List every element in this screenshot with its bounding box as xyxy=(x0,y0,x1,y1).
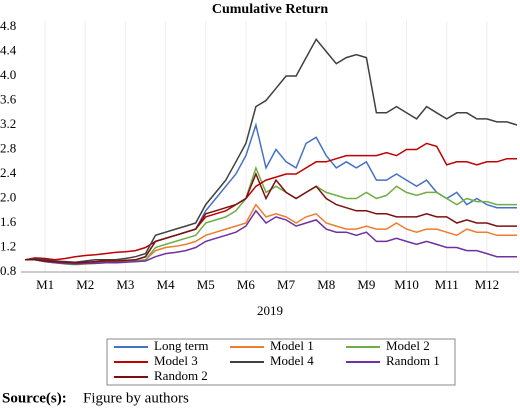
y-tick-label: 1.2 xyxy=(0,238,16,253)
legend-label: Model 3 xyxy=(154,353,198,368)
series-line xyxy=(25,122,517,265)
series-line xyxy=(25,172,517,264)
y-tick-label: 3.2 xyxy=(0,116,16,131)
series-line xyxy=(24,37,518,263)
x-tick-label: M8 xyxy=(317,277,335,292)
y-tick-label: 4.8 xyxy=(0,18,16,33)
series-line xyxy=(25,209,517,265)
x-tick-label: M10 xyxy=(394,277,419,292)
y-tick-label: 0.8 xyxy=(0,263,16,278)
y-tick-label: 2.8 xyxy=(0,140,16,155)
series-line xyxy=(24,142,517,261)
x-tick-label: M11 xyxy=(435,277,459,292)
x-tick-label: M12 xyxy=(475,277,500,292)
legend-label: Model 2 xyxy=(386,338,430,353)
x-tick-label: M4 xyxy=(157,277,176,292)
x-tick-label: M9 xyxy=(357,277,375,292)
source-label: Source(s): xyxy=(2,390,67,406)
x-tick-label: M2 xyxy=(76,277,94,292)
x-tick-label: M1 xyxy=(36,277,54,292)
chart-title: Cumulative Return xyxy=(212,2,328,17)
y-tick-label: 4.0 xyxy=(0,67,16,82)
legend-label: Long term xyxy=(154,338,209,353)
legend-box xyxy=(106,338,456,386)
x-axis-label: 2019 xyxy=(257,303,283,318)
legend-label: Model 4 xyxy=(270,353,314,368)
y-tick-label: 2.0 xyxy=(0,189,16,204)
y-tick-label: 4.4 xyxy=(0,42,17,57)
x-tick-label: M7 xyxy=(277,277,296,292)
y-tick-label: 2.4 xyxy=(0,165,17,180)
y-tick-label: 1.6 xyxy=(0,214,17,229)
source-text: Figure by authors xyxy=(83,390,189,406)
legend-label: Model 1 xyxy=(270,338,314,353)
y-tick-label: 3.6 xyxy=(0,91,17,106)
x-tick-label: M6 xyxy=(237,277,256,292)
x-tick-label: M5 xyxy=(197,277,215,292)
x-tick-label: M3 xyxy=(116,277,134,292)
legend-label: Random 1 xyxy=(386,353,440,368)
legend-label: Random 2 xyxy=(154,368,208,383)
